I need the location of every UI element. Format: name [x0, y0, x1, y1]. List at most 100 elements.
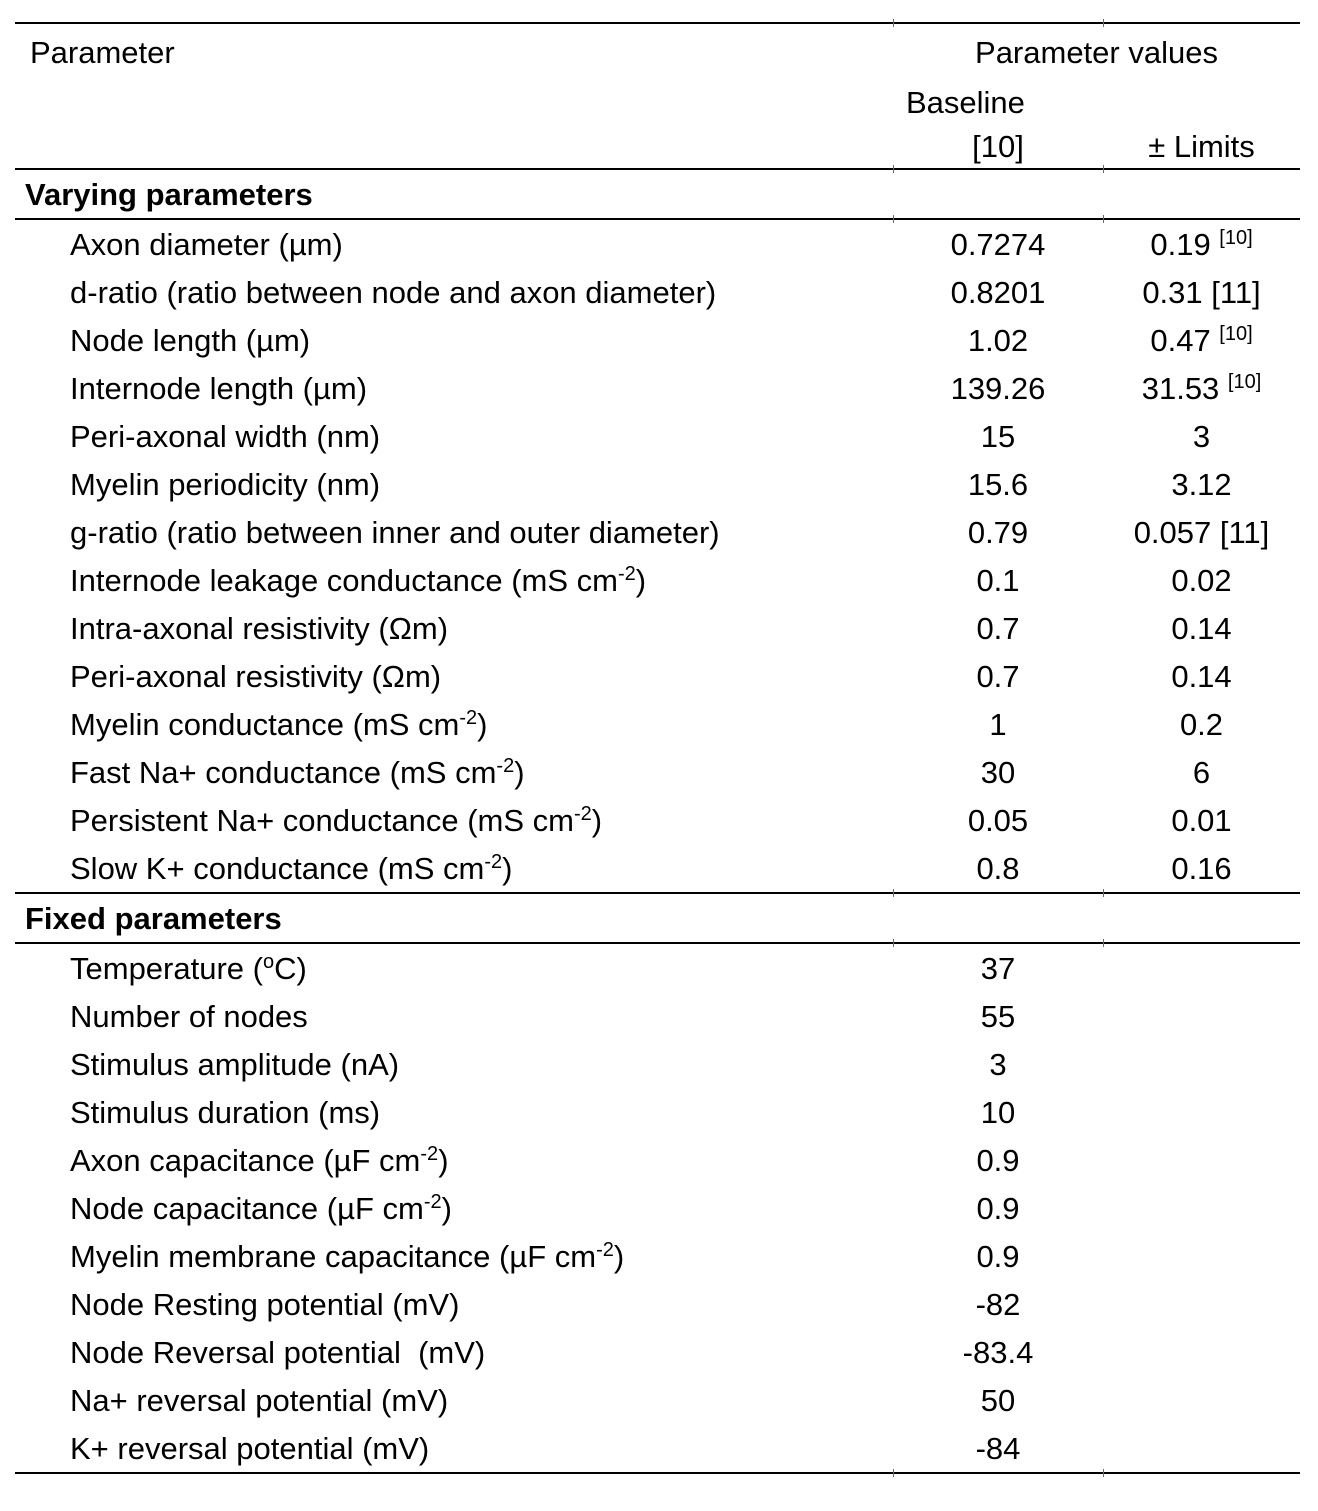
superscript-segment: -2 [459, 706, 478, 729]
table-row: Node capacitance (µF cm-2) 0.9 [15, 1184, 1300, 1232]
column-boundary-tick [1103, 215, 1104, 223]
baseline-value: 0.9 [976, 1238, 1020, 1274]
baseline-value: 0.1 [976, 562, 1020, 598]
table-row: Axon diameter (µm) 0.7274 0.19 [10] [15, 220, 1300, 268]
horizontal-rule-under-header [15, 165, 1300, 173]
parameter-name: Node Resting potential (mV) [15, 1289, 893, 1320]
text-segment: 0.14 [1171, 658, 1232, 694]
table-row: Node Reversal potential (mV) -83.4 [15, 1328, 1300, 1376]
baseline-value: 0.7274 [950, 226, 1046, 262]
text-segment: 0.057 [11] [1133, 514, 1270, 550]
superscript-segment: -2 [496, 754, 515, 777]
text-segment: Myelin periodicity (nm) [70, 466, 381, 502]
limits-value: 0.057 [11] [1103, 517, 1300, 548]
baseline-value: 55 [980, 998, 1016, 1034]
limits-value: 0.14 [1103, 613, 1300, 644]
table-row: Myelin conductance (mS cm-2) 1 0.2 [15, 700, 1300, 748]
parameter-name: Fast Na+ conductance (mS cm-2) [15, 754, 893, 790]
text-segment: Na+ reversal potential (mV) [70, 1382, 449, 1418]
baseline-value: 1.02 [967, 322, 1029, 358]
parameter-name: g-ratio (ratio between inner and outer d… [15, 517, 893, 548]
parameter-name: Stimulus amplitude (nA) [15, 1049, 893, 1080]
text-segment: 0.01 [1171, 802, 1232, 838]
superscript-segment: o [262, 950, 275, 973]
baseline-value: 0.8201 [950, 274, 1046, 310]
superscript-segment: -2 [596, 1238, 614, 1261]
superscript-segment: -2 [573, 802, 592, 825]
column-boundary-tick [1103, 165, 1104, 173]
baseline-value: -83.4 [962, 1334, 1034, 1370]
limits-value: 0.16 [1103, 853, 1300, 884]
limits-value: 0.19 [10] [1103, 228, 1300, 260]
parameter-name: Internode length (µm) [15, 373, 893, 404]
table-row: Number of nodes 55 [15, 992, 1300, 1040]
horizontal-rule [15, 889, 1300, 897]
baseline-value: 10 [980, 1094, 1016, 1130]
table-row: Slow K+ conductance (mS cm-2) 0.8 0.16 [15, 844, 1300, 892]
text-segment: g-ratio (ratio between inner and outer d… [70, 514, 720, 550]
text-segment: 3 [1192, 418, 1211, 454]
baseline-value: 0.05 [967, 802, 1029, 838]
parameter-name: Internode leakage conductance (mS cm-2) [15, 564, 893, 596]
limits-value: 3 [1103, 421, 1300, 452]
section-title: Varying parameters [25, 176, 313, 212]
limits-value: 31.53 [10] [1103, 372, 1300, 404]
baseline-value: 0.79 [967, 514, 1029, 550]
horizontal-rule-top [15, 19, 1300, 27]
column-header-baseline-ref: [10] [972, 128, 1024, 164]
horizontal-rule [15, 939, 1300, 947]
column-boundary-tick [893, 165, 894, 173]
column-header-parameter-values: Parameter values [975, 34, 1218, 70]
horizontal-rule [15, 215, 1300, 223]
parameters-table: Parameter Parameter values Baseline [10]… [15, 19, 1300, 1477]
parameter-name: Axon diameter (µm) [15, 229, 893, 260]
parameter-name: Node Reversal potential (mV) [15, 1337, 893, 1368]
column-boundary-tick [1103, 1469, 1104, 1477]
baseline-value: 0.9 [976, 1142, 1020, 1178]
limits-value: 0.01 [1103, 805, 1300, 836]
limits-value: 0.2 [1103, 709, 1300, 740]
baseline-value: 15.6 [967, 466, 1029, 502]
text-segment: Peri-axonal resistivity (Ωm) [70, 658, 442, 694]
column-boundary-tick [893, 939, 894, 947]
baseline-value: -84 [975, 1430, 1021, 1466]
text-segment: Slow K+ conductance (mS cm [70, 850, 485, 886]
text-segment: 0.02 [1171, 562, 1232, 598]
limits-value: 6 [1103, 757, 1300, 788]
parameter-name: Node capacitance (µF cm-2) [15, 1190, 893, 1226]
text-segment: d-ratio (ratio between node and axon dia… [70, 274, 717, 310]
text-segment: 0.2 [1179, 706, 1224, 742]
table-row: Myelin periodicity (nm) 15.6 3.12 [15, 460, 1300, 508]
superscript-segment: -2 [484, 850, 503, 873]
section-title: Fixed parameters [25, 900, 282, 936]
text-segment: ) [441, 1190, 452, 1226]
text-segment: ) [514, 754, 525, 790]
table-row: Myelin membrane capacitance (µF cm-2) 0.… [15, 1232, 1300, 1280]
text-segment: Intra-axonal resistivity (Ωm) [70, 610, 449, 646]
baseline-value: 30 [980, 754, 1016, 790]
text-segment: K+ reversal potential (mV) [70, 1430, 430, 1466]
text-segment: Axon diameter (µm) [70, 226, 343, 262]
text-segment: Internode length (µm) [70, 370, 368, 406]
column-header-limits: ± Limits [1148, 128, 1255, 164]
baseline-value: 0.9 [976, 1190, 1020, 1226]
table-row: d-ratio (ratio between node and axon dia… [15, 268, 1300, 316]
limits-value: 0.02 [1103, 565, 1300, 596]
table-row: Node length (µm) 1.02 0.47 [10] [15, 316, 1300, 364]
table-row: Peri-axonal width (nm) 15 3 [15, 412, 1300, 460]
baseline-value: 139.26 [950, 370, 1046, 406]
limits-value: 0.47 [10] [1103, 322, 1300, 358]
parameter-name: d-ratio (ratio between node and axon dia… [15, 277, 893, 308]
column-boundary-tick [1103, 19, 1104, 27]
parameter-name: Na+ reversal potential (mV) [15, 1385, 893, 1416]
table-row: Stimulus amplitude (nA) 3 [15, 1040, 1300, 1088]
text-segment: Myelin membrane capacitance (µF cm [70, 1238, 597, 1274]
parameter-name: Number of nodes [15, 1001, 893, 1032]
table-row: Node Resting potential (mV) -82 [15, 1280, 1300, 1328]
parameter-name: Temperature (oC) [15, 950, 893, 984]
parameter-name: Myelin periodicity (nm) [15, 469, 893, 500]
column-boundary-tick [893, 19, 894, 27]
text-segment: 0.47 [1150, 322, 1220, 358]
text-segment: 3.12 [1171, 466, 1232, 502]
table-row: Peri-axonal resistivity (Ωm) 0.7 0.14 [15, 652, 1300, 700]
